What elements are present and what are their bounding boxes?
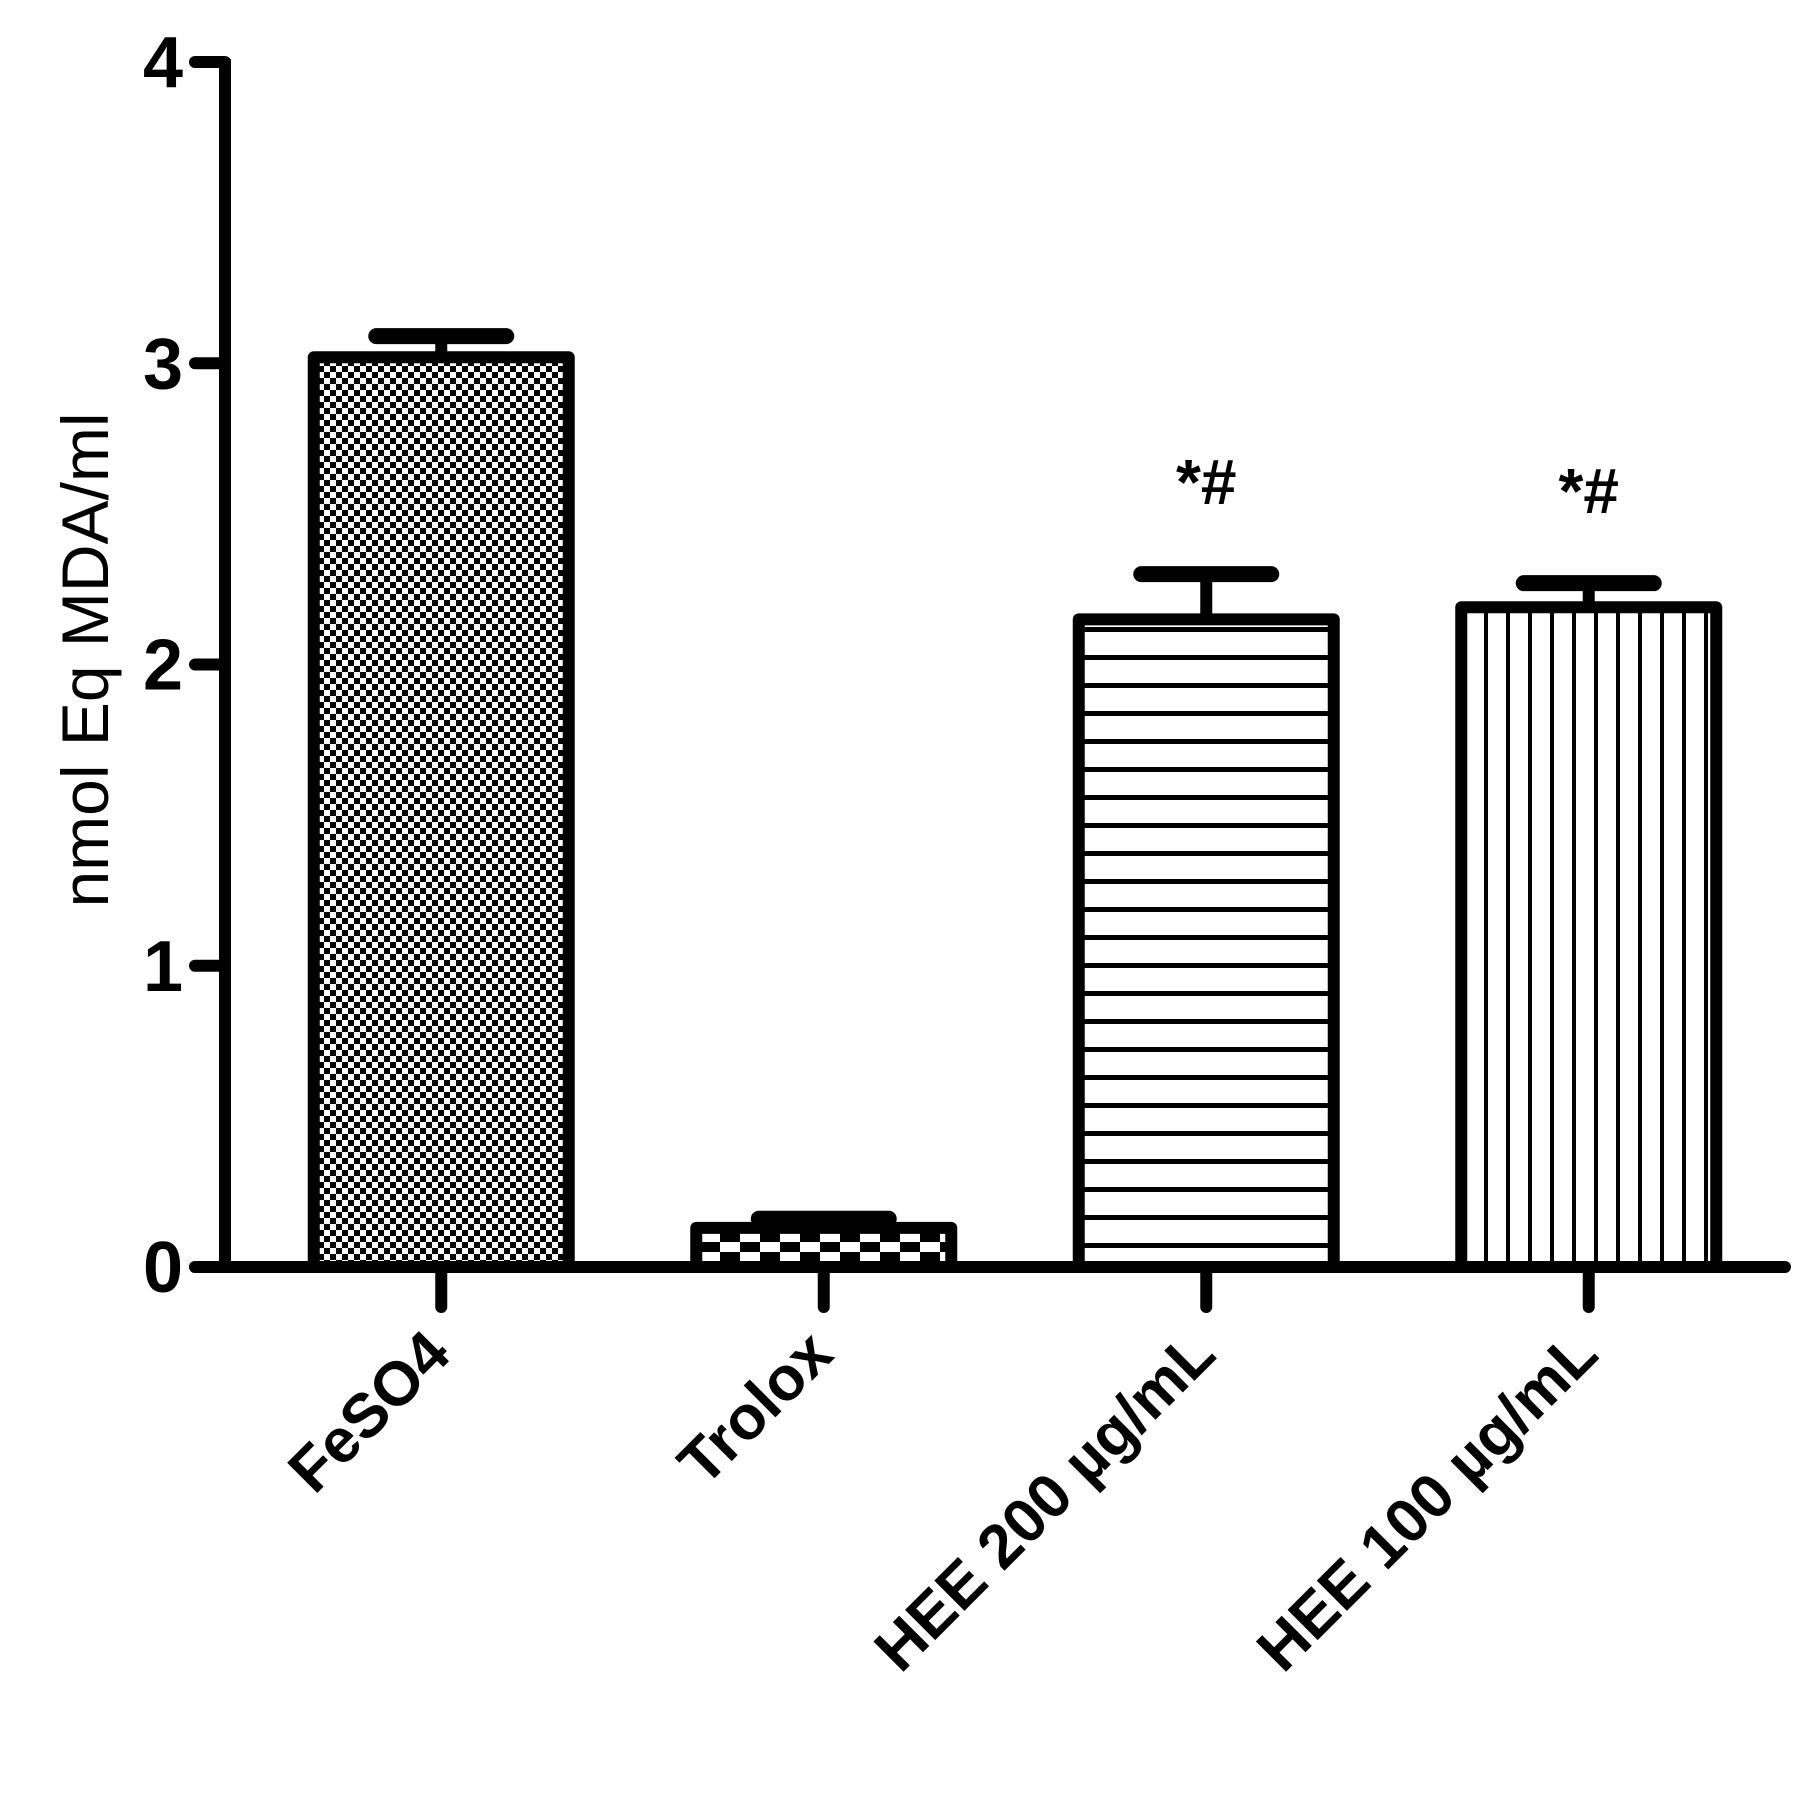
bar-0 (307, 351, 575, 1274)
y-tick-label-4: 4 (143, 23, 183, 103)
bar-3 (1455, 601, 1723, 1273)
y-tick-label-0: 0 (143, 1228, 183, 1308)
x-tick-label-2: HEE 200 µg/mL (862, 1318, 1228, 1684)
bar-2 (1072, 613, 1340, 1273)
plot-area: *# *# 0 1 2 3 4 FeSO4 Trolox HEE 200 µg/mL HEE 100… (48, 23, 1791, 1685)
y-tick-label-1: 1 (143, 927, 183, 1007)
x-tick-label-3: HEE 100 µg/mL (1244, 1318, 1610, 1684)
y-axis-title: nmol Eq MDA/ml (48, 412, 122, 907)
significance-annotation-2: *# (1176, 446, 1237, 518)
significance-annotation-3: *# (1559, 455, 1620, 527)
y-tick-label-2: 2 (143, 626, 183, 706)
y-tick-label-3: 3 (143, 324, 183, 404)
x-tick-label-0: FeSO4 (275, 1318, 463, 1506)
x-tick-label-1: Trolox (665, 1318, 846, 1499)
